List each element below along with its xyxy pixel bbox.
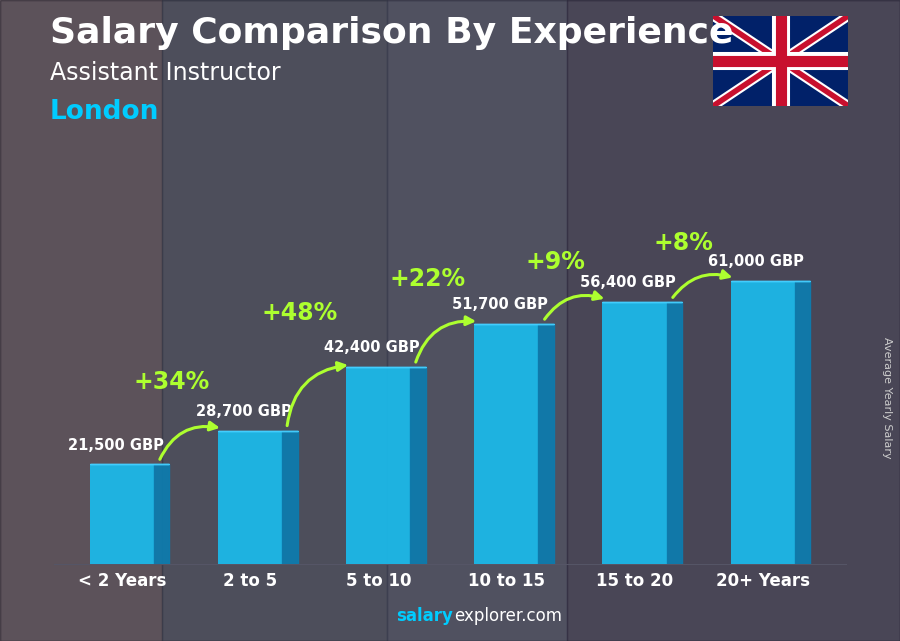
Text: +22%: +22% [390,267,466,291]
Text: London: London [50,99,159,126]
Text: salary: salary [396,607,453,625]
Bar [602,302,667,564]
Bar [346,367,410,564]
Text: 42,400 GBP: 42,400 GBP [324,340,419,355]
Polygon shape [410,367,426,564]
Bar [387,0,567,641]
Text: Salary Comparison By Experience: Salary Comparison By Experience [50,16,733,50]
Bar [474,324,538,564]
Text: +9%: +9% [526,250,586,274]
Polygon shape [154,464,169,564]
Text: +8%: +8% [654,231,714,255]
Text: Assistant Instructor: Assistant Instructor [50,61,280,85]
Polygon shape [538,324,554,564]
Polygon shape [667,302,682,564]
Bar [731,281,795,564]
Text: 28,700 GBP: 28,700 GBP [196,404,292,419]
Bar [162,0,387,641]
Polygon shape [795,281,810,564]
Text: +34%: +34% [133,369,210,394]
Text: 51,700 GBP: 51,700 GBP [452,297,548,312]
Text: explorer.com: explorer.com [454,607,562,625]
Text: 56,400 GBP: 56,400 GBP [580,276,676,290]
Text: 21,500 GBP: 21,500 GBP [68,438,164,453]
Bar [0,0,162,641]
Text: +48%: +48% [262,301,338,325]
Bar [90,464,154,564]
Polygon shape [283,431,298,564]
Bar [567,0,900,641]
Text: Average Yearly Salary: Average Yearly Salary [881,337,892,458]
Bar [218,431,283,564]
Text: 61,000 GBP: 61,000 GBP [708,254,804,269]
